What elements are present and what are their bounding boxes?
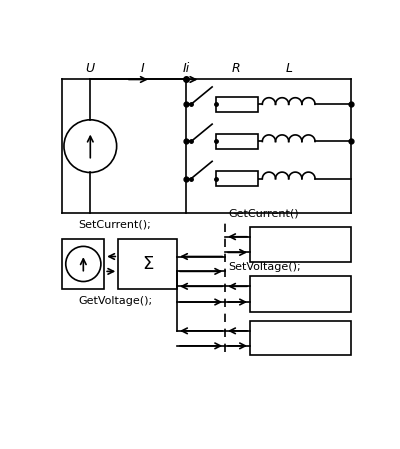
Bar (250, 276, 351, 312)
Bar (216, 171, 258, 186)
Bar (216, 134, 258, 149)
Text: GetCurrent(): GetCurrent() (228, 209, 299, 219)
Text: I: I (141, 62, 145, 75)
Text: SetCurrent();: SetCurrent(); (79, 220, 152, 230)
Bar (250, 227, 351, 262)
Bar (118, 239, 177, 289)
Bar (216, 97, 258, 112)
Text: $\Sigma$: $\Sigma$ (142, 255, 154, 273)
Text: SetVoltage();: SetVoltage(); (228, 262, 301, 272)
Text: Ii: Ii (183, 62, 190, 75)
Text: U: U (86, 62, 95, 75)
Text: GetVoltage();: GetVoltage(); (78, 296, 152, 307)
Text: L: L (285, 62, 292, 75)
Text: R: R (232, 62, 240, 75)
Bar (250, 321, 351, 356)
Bar (62, 239, 104, 289)
